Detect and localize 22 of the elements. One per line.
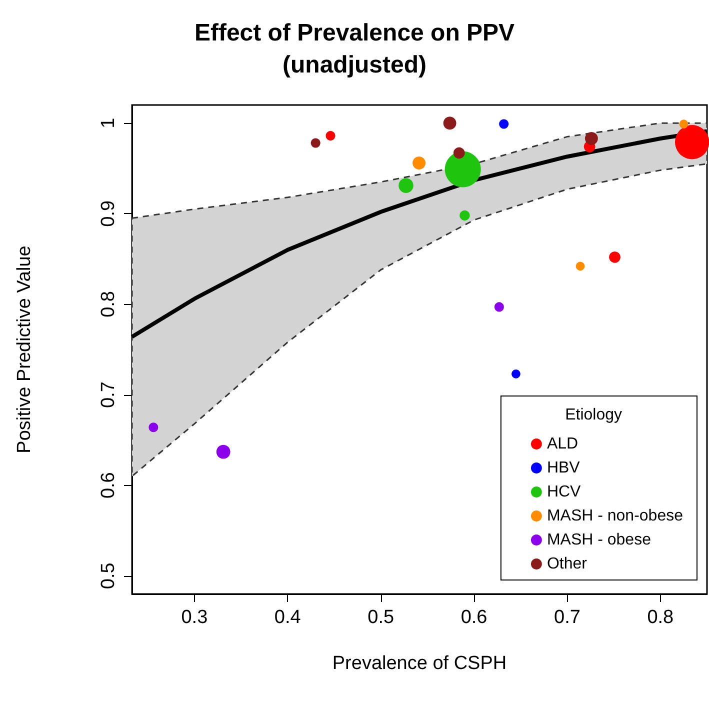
legend-label: HCV	[546, 484, 582, 500]
x-tick-label: 0.8	[647, 607, 674, 628]
x-tick-label: 0.7	[554, 607, 580, 628]
y-tick-label: 0.5	[98, 562, 119, 590]
y-axis-title: Positive Predictive Value	[14, 246, 35, 454]
y-tick-label: 0.6	[98, 472, 119, 499]
x-tick-label: 0.5	[368, 607, 394, 628]
x-tick-label: 0.6	[460, 607, 488, 628]
y-tick-label: 0.9	[98, 200, 119, 227]
y-tick-label: 1	[98, 118, 119, 128]
x-axis-title: Prevalence of CSPH	[332, 653, 507, 674]
legend-label: ALD	[546, 436, 578, 452]
x-tick-label: 0.4	[274, 607, 302, 628]
x-tick-label: 0.3	[181, 607, 208, 628]
legend-label: HBV	[546, 460, 580, 476]
y-tick-label: 0.7	[98, 382, 119, 408]
legend-label: MASH - obese	[546, 532, 652, 548]
y-tick-label: 0.8	[98, 291, 119, 318]
chart-title: Effect of Prevalence on PPV (unadjusted)	[194, 20, 515, 78]
legend-title: Etiology	[565, 406, 622, 424]
legend-label: MASH - non-obese	[546, 508, 684, 524]
legend-label: Other	[546, 556, 588, 572]
